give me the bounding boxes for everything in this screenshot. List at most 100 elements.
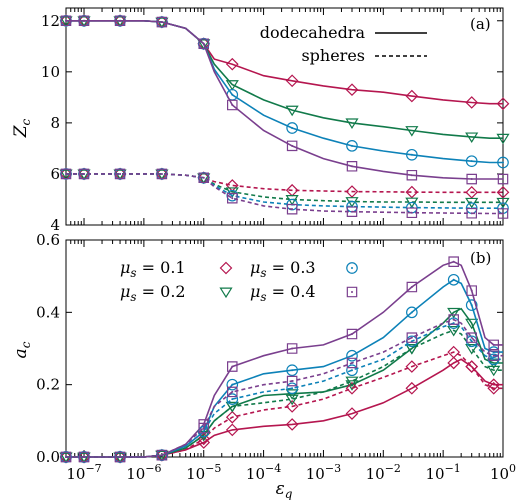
marker-spheres-mu-0-1 (465, 360, 479, 373)
marker-dodecahedra-mu-0-2 (496, 133, 510, 145)
marker-spheres-mu-0-2 (465, 197, 479, 209)
marker-spheres-mu-0-4 (488, 350, 500, 362)
marker-dodecahedra-mu-0-4-dot (350, 165, 353, 168)
marker-dodecahedra-mu-0-1 (285, 74, 299, 88)
marker-spheres-mu-0-1 (345, 381, 359, 395)
legend-marker-mu-0-3 (346, 262, 358, 274)
panel-b-xlabel: εq (276, 479, 293, 500)
marker-spheres-mu-0-4 (60, 451, 72, 463)
marker-spheres-mu-0-1 (405, 185, 419, 199)
marker-spheres-mu-0-4-dot (202, 427, 205, 430)
marker-spheres-mu-0-4-dot (350, 210, 353, 213)
marker-spheres-mu-0-4-dot (160, 172, 163, 175)
marker-dodecahedra-mu-0-4 (448, 256, 459, 267)
marker-dodecahedra-mu-0-3 (465, 299, 478, 311)
marker-dodecahedra-mu-0-4-dot (452, 260, 455, 263)
marker-spheres-mu-0-4 (466, 332, 477, 343)
marker-dodecahedra-mu-0-4 (227, 361, 238, 372)
marker-dodecahedra-mu-0-4-dot (502, 178, 504, 181)
marker-dodecahedra-mu-0-4-dot (160, 21, 163, 24)
marker-spheres-mu-0-3-dot (291, 387, 294, 390)
marker-dodecahedra-mu-0-4-dot (83, 19, 86, 22)
marker-dodecahedra-mu-0-1 (447, 356, 461, 370)
marker-dodecahedra-mu-0-3 (286, 122, 298, 134)
marker-dodecahedra-mu-0-1 (345, 83, 359, 97)
marker-spheres-mu-0-4-dot (231, 197, 234, 200)
marker-dodecahedra-mu-0-4-dot (350, 333, 353, 336)
marker-spheres-mu-0-4-dot (350, 361, 353, 364)
marker-dodecahedra-mu-0-4 (346, 161, 358, 172)
marker-dodecahedra-mu-0-1 (405, 381, 419, 395)
series-spheres-mu-0-4-line (66, 173, 503, 215)
marker-dodecahedra-mu-0-3 (406, 148, 418, 161)
marker-spheres-mu-0-2 (197, 173, 211, 184)
legend-marker-mu-0-4-dot (351, 291, 353, 293)
marker-spheres-mu-0-1 (447, 345, 461, 359)
panel-b-label: (b) (470, 249, 491, 267)
marker-spheres-mu-0-4-dot (291, 380, 294, 383)
marker-dodecahedra-mu-0-3-dot (231, 93, 234, 96)
marker-spheres-mu-0-4 (406, 332, 418, 343)
marker-spheres-mu-0-4 (286, 203, 298, 215)
marker-dodecahedra-mu-0-2 (285, 389, 299, 400)
marker-dodecahedra-mu-0-3-dot (291, 369, 294, 372)
marker-dodecahedra-mu-0-3-dot (291, 126, 294, 129)
marker-dodecahedra-mu-0-4 (227, 99, 238, 111)
marker-spheres-mu-0-4-dot (470, 336, 473, 339)
marker-spheres-mu-0-4 (497, 208, 509, 219)
marker-spheres-mu-0-4 (60, 168, 72, 180)
marker-dodecahedra-mu-0-1 (496, 97, 510, 111)
legend-mu-0-2-label: μs = 0.2 (120, 282, 186, 304)
marker-spheres-mu-0-4-dot (291, 208, 294, 211)
marker-spheres-mu-0-4-dot (83, 456, 86, 458)
marker-dodecahedra-mu-0-3 (465, 155, 478, 168)
marker-dodecahedra-mu-0-4-dot (470, 289, 473, 292)
marker-dodecahedra-mu-0-2 (285, 105, 299, 117)
marker-spheres-mu-0-2 (405, 344, 419, 355)
marker-spheres-mu-0-4-dot (502, 212, 504, 215)
panel-a-label: (a) (470, 15, 491, 33)
marker-dodecahedra-mu-0-3-dot (452, 278, 455, 281)
legend-spheres-label: spheres (301, 46, 365, 65)
marker-dodecahedra-mu-0-4 (78, 15, 90, 27)
marker-dodecahedra-mu-0-4 (114, 15, 126, 27)
series-dodecahedra-mu-0-4-line (66, 20, 503, 180)
marker-dodecahedra-mu-0-1 (405, 89, 419, 103)
marker-dodecahedra-mu-0-4-dot (231, 104, 234, 107)
marker-dodecahedra-mu-0-4-dot (470, 178, 473, 181)
marker-dodecahedra-mu-0-3-dot (231, 383, 234, 386)
marker-dodecahedra-mu-0-3-dot (470, 304, 473, 307)
marker-dodecahedra-mu-0-4-dot (119, 19, 122, 22)
marker-dodecahedra-mu-0-1 (487, 378, 501, 392)
marker-dodecahedra-mu-0-3-dot (470, 160, 473, 163)
marker-spheres-mu-0-1 (345, 185, 359, 198)
marker-dodecahedra-mu-0-4-dot (291, 347, 294, 350)
marker-dodecahedra-mu-0-1 (285, 418, 299, 431)
panel-b-ticks: 0.0 0.2 0.4 0.6 10−7 10−6 10−5 10−4 10−3 10−2 10−1… (36, 231, 516, 483)
marker-spheres-mu-0-4-dot (492, 354, 495, 357)
marker-dodecahedra-mu-0-4 (198, 38, 210, 50)
panel-a-ytick-label: 4 (50, 216, 60, 234)
panel-a-ytick-label: 6 (50, 165, 60, 183)
marker-dodecahedra-mu-0-3 (226, 378, 239, 391)
marker-spheres-mu-0-4 (198, 422, 210, 434)
panel-b-xtick-label: 10−1 (425, 462, 460, 483)
series-spheres-mu-0-1-line (66, 351, 503, 458)
marker-dodecahedra-mu-0-4 (406, 281, 418, 293)
marker-dodecahedra-mu-0-2 (225, 80, 239, 91)
panel-b-xtick-label: 10−3 (306, 462, 341, 483)
marker-spheres-mu-0-4-dot (410, 336, 413, 339)
marker-spheres-mu-0-4 (227, 192, 238, 204)
marker-dodecahedra-mu-0-1 (225, 57, 239, 71)
panel-b-legend: μs = 0.1 μs = 0.2 μs = 0.3 μs = 0.4 (120, 258, 358, 304)
marker-dodecahedra-mu-0-4 (286, 343, 298, 354)
marker-dodecahedra-mu-0-2 (405, 126, 419, 137)
marker-spheres-mu-0-2 (487, 365, 501, 377)
marker-dodecahedra-mu-0-3 (497, 156, 509, 169)
panel-b-ytick-label: 0.0 (36, 448, 60, 466)
marker-dodecahedra-mu-0-3 (406, 306, 418, 319)
marker-spheres-mu-0-3-dot (231, 194, 234, 197)
marker-spheres-mu-0-4-dot (410, 211, 413, 214)
marker-dodecahedra-mu-0-4 (286, 140, 298, 152)
